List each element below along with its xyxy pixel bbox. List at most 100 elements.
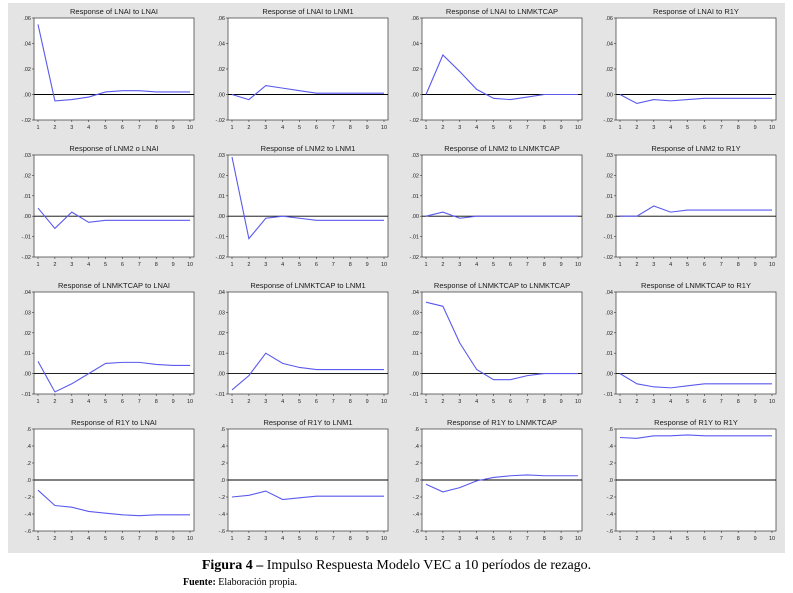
x-tick-label: 6 <box>509 262 512 268</box>
x-tick-label: 5 <box>492 536 495 542</box>
y-tick-label: .02 <box>605 331 613 337</box>
x-tick-label: 4 <box>87 399 90 405</box>
y-tick-label: .04 <box>411 290 419 296</box>
response-line <box>37 24 190 102</box>
panel-title: Response of LNM2 to R1Y <box>651 144 740 153</box>
y-tick-label: -.02 <box>22 255 31 261</box>
irf-panel-14: Response of R1Y to LNM1 .6 .4 .2 .0 -.2 -.4 -.6… <box>219 418 389 542</box>
x-tick-label: 2 <box>53 262 56 268</box>
panel-title: Response of LNM2 o LNAI <box>69 144 158 153</box>
x-tick-label: 3 <box>70 536 73 542</box>
panel-title: Response of R1Y to R1Y <box>654 418 738 427</box>
x-tick-label: 3 <box>70 399 73 405</box>
x-tick-label: 8 <box>349 536 352 542</box>
x-tick-label: 9 <box>754 536 757 542</box>
y-tick-label: -.02 <box>604 118 613 124</box>
y-tick-label: .00 <box>217 372 225 378</box>
x-tick-label: 1 <box>618 399 621 405</box>
response-line <box>425 301 578 381</box>
y-tick-label: -.4 <box>25 512 31 518</box>
x-tick-label: 7 <box>138 125 141 131</box>
x-tick-label: 2 <box>441 399 444 405</box>
x-tick-label: 1 <box>36 536 39 542</box>
figure-source: Fuente: Elaboración propia. <box>183 577 297 588</box>
x-tick-label: 5 <box>104 536 107 542</box>
x-tick-label: 3 <box>458 399 461 405</box>
y-tick-label: .03 <box>411 153 419 159</box>
panel-title: Response of R1Y to LNM1 <box>263 418 352 427</box>
irf-panel-11: Response of LNMKTCAP to LNMKTCAP .04 .03 .0… <box>410 281 583 405</box>
y-tick-label: .6 <box>220 427 225 433</box>
y-tick-label: .03 <box>217 310 225 316</box>
y-tick-label: -.2 <box>25 495 31 501</box>
y-tick-label: .00 <box>411 214 419 220</box>
x-tick-label: 5 <box>686 262 689 268</box>
y-tick-label: .03 <box>605 310 613 316</box>
x-tick-label: 7 <box>720 536 723 542</box>
x-tick-label: 3 <box>264 262 267 268</box>
x-tick-label: 5 <box>104 399 107 405</box>
x-tick-label: 7 <box>526 536 529 542</box>
x-tick-label: 10 <box>769 262 775 268</box>
x-tick-label: 4 <box>87 125 90 131</box>
x-tick-label: 10 <box>187 536 193 542</box>
x-tick-label: 10 <box>575 125 581 131</box>
x-tick-label: 4 <box>281 125 284 131</box>
x-tick-label: 6 <box>315 399 318 405</box>
x-tick-label: 3 <box>652 262 655 268</box>
x-tick-label: 7 <box>526 125 529 131</box>
y-tick-label: .02 <box>23 173 31 179</box>
x-tick-label: 8 <box>737 262 740 268</box>
response-line <box>425 211 578 219</box>
plot-area <box>33 291 195 395</box>
x-tick-label: 8 <box>155 262 158 268</box>
x-tick-label: 4 <box>475 536 478 542</box>
y-tick-label: -.2 <box>413 495 419 501</box>
source-label: Fuente: <box>183 577 216 588</box>
y-tick-label: .04 <box>217 42 225 48</box>
x-tick-label: 5 <box>298 399 301 405</box>
x-tick-label: 5 <box>298 536 301 542</box>
x-tick-label: 6 <box>509 536 512 542</box>
x-tick-label: 6 <box>509 399 512 405</box>
x-tick-label: 3 <box>264 536 267 542</box>
x-tick-label: 8 <box>737 536 740 542</box>
panel-title: Response of LNAI to LNMKTCAP <box>446 7 558 16</box>
x-tick-label: 5 <box>492 262 495 268</box>
x-tick-label: 5 <box>492 399 495 405</box>
y-tick-label: -.6 <box>607 529 613 535</box>
x-tick-label: 7 <box>138 399 141 405</box>
x-tick-label: 7 <box>526 399 529 405</box>
x-tick-label: 10 <box>769 399 775 405</box>
source-text: Elaboración propia. <box>215 577 298 588</box>
x-tick-label: 3 <box>458 125 461 131</box>
panel-title: Response of LNAI to R1Y <box>653 7 739 16</box>
x-tick-label: 2 <box>635 536 638 542</box>
response-line <box>425 54 578 101</box>
x-tick-label: 4 <box>669 536 672 542</box>
x-tick-label: 10 <box>381 125 387 131</box>
x-tick-label: 1 <box>230 262 233 268</box>
y-tick-label: .02 <box>217 173 225 179</box>
x-tick-label: 4 <box>475 399 478 405</box>
x-tick-label: 7 <box>138 536 141 542</box>
x-tick-label: 6 <box>315 536 318 542</box>
y-tick-label: -.01 <box>216 235 225 241</box>
response-line <box>425 474 578 493</box>
plot-area <box>227 154 389 258</box>
panel-title: Response of LNMKTCAP to LNMKTCAP <box>434 281 570 290</box>
y-tick-label: -.01 <box>22 235 31 241</box>
y-tick-label: .00 <box>23 93 31 99</box>
x-tick-label: 1 <box>424 262 427 268</box>
y-tick-label: .4 <box>414 444 419 450</box>
x-tick-label: 10 <box>187 399 193 405</box>
x-tick-label: 5 <box>686 536 689 542</box>
y-tick-label: -.6 <box>413 529 419 535</box>
irf-panel-4: Response of LNAI to R1Y .06 .04 .02 .00 -.02 1… <box>604 7 777 131</box>
x-tick-label: 2 <box>247 399 250 405</box>
x-tick-label: 1 <box>424 399 427 405</box>
x-tick-label: 2 <box>441 125 444 131</box>
plot-area <box>615 291 777 395</box>
x-tick-label: 8 <box>737 125 740 131</box>
x-tick-label: 6 <box>509 125 512 131</box>
